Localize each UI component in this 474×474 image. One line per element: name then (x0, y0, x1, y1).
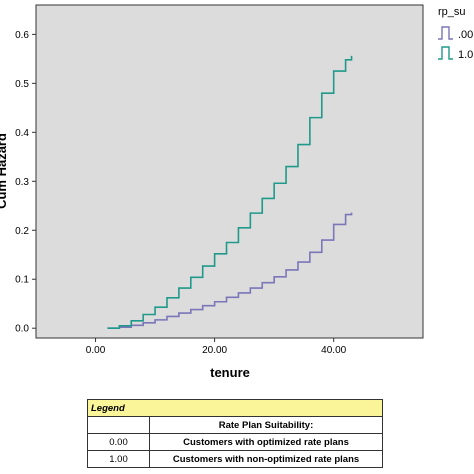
y-axis: 0.0 0.1 0.2 0.3 0.4 0.5 0.6 (15, 30, 36, 335)
plot-area (35, 4, 424, 339)
legend-title: rp_su (438, 6, 466, 18)
y-tick-label: 0.4 (15, 128, 29, 139)
legend-table-blank-cell (87, 416, 150, 434)
y-tick-label: 0.3 (15, 177, 29, 188)
cumulative-hazard-chart: 0.0 0.1 0.2 0.3 0.4 0.5 0.6 0.00 20.00 40.00 Cum… (0, 4, 473, 380)
legend-row-desc: Customers with optimized rate plans (149, 433, 383, 451)
x-tick-label: 20.00 (202, 345, 227, 356)
x-tick-label: 0.00 (86, 345, 106, 356)
chart-legend: rp_su .00 1.0 (438, 6, 473, 61)
legend-row-key: 1.00 (87, 450, 150, 468)
legend-table-title: Legend (87, 399, 383, 417)
legend-step-symbol (438, 46, 453, 60)
y-tick-label: 0.6 (15, 30, 29, 41)
y-axis-label: Cum Hazard (0, 133, 9, 209)
y-tick-label: 0.2 (15, 226, 29, 237)
x-axis-label: tenure (210, 365, 250, 380)
y-tick-label: 0.5 (15, 79, 29, 90)
series-lines (107, 55, 353, 330)
legend-table-row: 0.00 Customers with optimized rate plans (87, 433, 383, 451)
legend-table: Legend Rate Plan Suitability: 0.00 Custo… (87, 399, 383, 468)
legend-table-header: Rate Plan Suitability: (149, 416, 383, 434)
legend-row-desc: Customers with non-optimized rate plans (149, 450, 383, 468)
x-tick-label: 40.00 (321, 345, 346, 356)
legend-table-row: 1.00 Customers with non-optimized rate p… (87, 450, 383, 468)
y-tick-label: 0.1 (15, 275, 29, 286)
legend-step-symbol (438, 26, 453, 40)
x-axis: 0.00 20.00 40.00 (86, 338, 347, 356)
legend-row-key: 0.00 (87, 433, 150, 451)
y-tick-label: 0.0 (15, 324, 29, 335)
legend-series-label: 1.0 (458, 49, 473, 61)
series-line (107, 55, 353, 330)
legend-series-label: .00 (458, 29, 473, 41)
series-line (107, 212, 353, 330)
